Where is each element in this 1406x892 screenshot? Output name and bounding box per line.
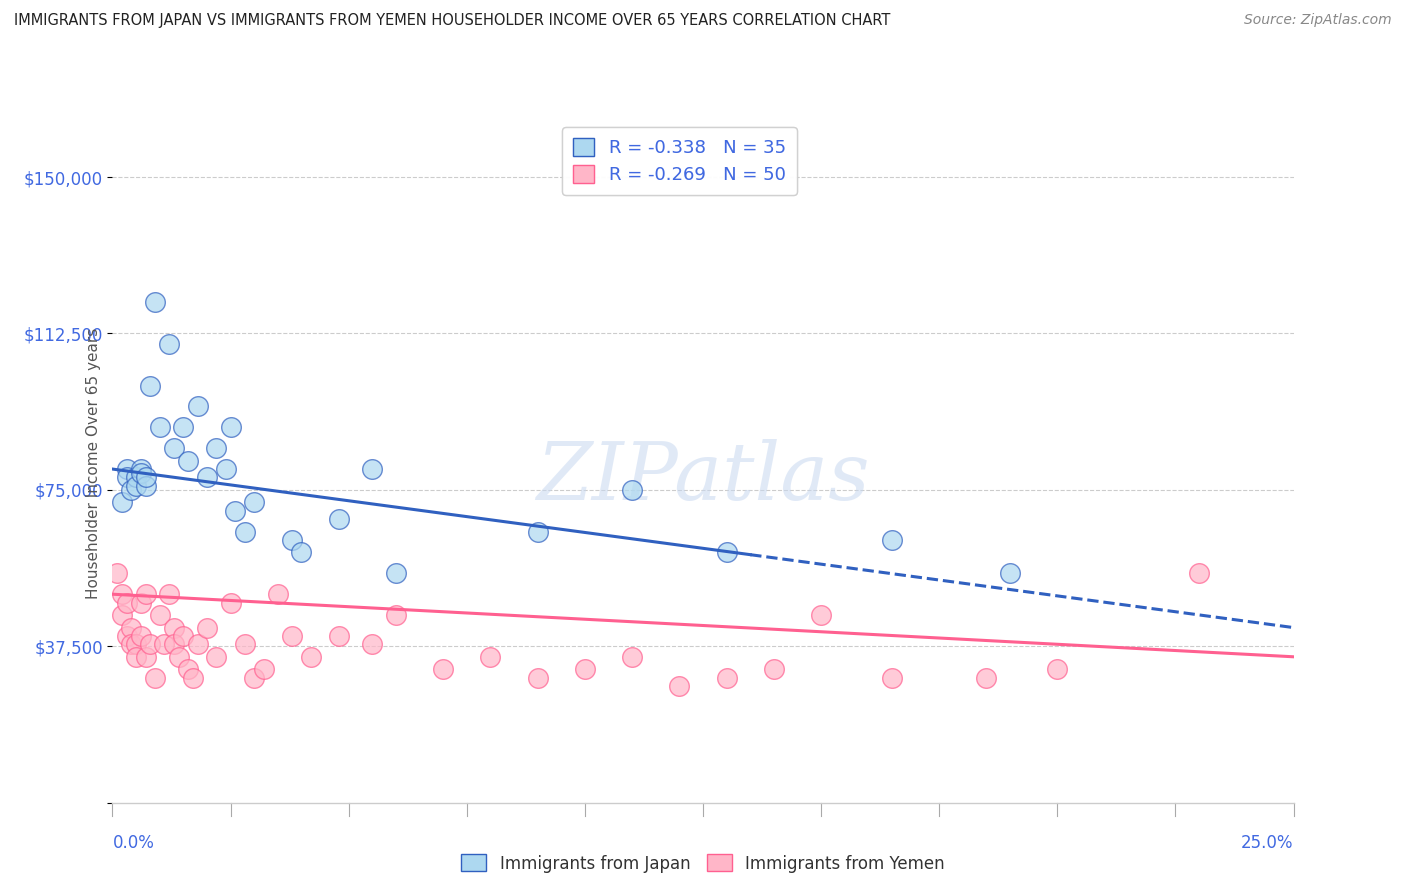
Point (105, 566, 128, 581)
Point (125, 470, 148, 484)
Point (163, 637, 186, 651)
Point (328, 629, 350, 643)
Point (149, 420, 172, 434)
Point (385, 566, 408, 581)
Point (129, 629, 152, 643)
Point (115, 596, 138, 610)
Point (115, 462, 138, 476)
Legend: R = -0.338   N = 35, R = -0.269   N = 50: R = -0.338 N = 35, R = -0.269 N = 50 (562, 128, 797, 194)
Point (195, 470, 218, 484)
Point (167, 649, 190, 664)
Point (195, 621, 218, 635)
Point (621, 483, 644, 497)
Point (526, 671, 548, 685)
Point (120, 637, 142, 651)
Point (205, 649, 228, 664)
Point (129, 467, 152, 481)
Point (143, 295, 166, 310)
Point (111, 587, 134, 601)
Point (135, 649, 157, 664)
Point (385, 608, 408, 623)
Point (1046, 662, 1069, 676)
Text: 0.0%: 0.0% (112, 834, 155, 852)
Point (172, 420, 194, 434)
Point (172, 629, 194, 643)
Point (139, 637, 162, 651)
Point (716, 671, 738, 685)
Point (998, 566, 1021, 581)
Point (163, 621, 186, 635)
Point (135, 587, 157, 601)
Point (526, 524, 548, 539)
Point (120, 483, 142, 497)
Text: ZIPatlas: ZIPatlas (536, 439, 870, 516)
Point (281, 629, 304, 643)
Point (111, 608, 134, 623)
Point (125, 637, 148, 651)
Point (299, 649, 322, 664)
Point (157, 337, 180, 351)
Point (243, 671, 266, 685)
Point (243, 495, 266, 509)
Point (880, 671, 903, 685)
Point (115, 470, 138, 484)
Point (432, 662, 454, 676)
Point (574, 662, 596, 676)
Point (163, 441, 186, 455)
Point (186, 400, 208, 414)
Point (125, 649, 148, 664)
Point (153, 637, 176, 651)
Y-axis label: Householder Income Over 65 years: Householder Income Over 65 years (86, 328, 101, 599)
Point (143, 671, 166, 685)
Point (129, 596, 152, 610)
Point (177, 662, 200, 676)
Point (219, 596, 242, 610)
Point (880, 533, 903, 547)
Point (186, 637, 208, 651)
Point (976, 671, 998, 685)
Point (328, 512, 350, 526)
Point (233, 637, 256, 651)
Text: IMMIGRANTS FROM JAPAN VS IMMIGRANTS FROM YEMEN HOUSEHOLDER INCOME OVER 65 YEARS : IMMIGRANTS FROM JAPAN VS IMMIGRANTS FROM… (14, 13, 890, 29)
Point (1188, 566, 1211, 581)
Point (125, 479, 148, 493)
Text: 25.0%: 25.0% (1241, 834, 1294, 852)
Point (219, 420, 242, 434)
Point (205, 441, 228, 455)
Text: Source: ZipAtlas.com: Source: ZipAtlas.com (1244, 13, 1392, 28)
Point (181, 671, 204, 685)
Point (716, 545, 738, 559)
Point (361, 637, 384, 651)
Point (111, 495, 134, 509)
Point (621, 649, 644, 664)
Point (281, 533, 304, 547)
Point (149, 608, 172, 623)
Point (129, 462, 152, 476)
Point (120, 621, 142, 635)
Point (177, 453, 200, 467)
Point (290, 545, 312, 559)
Point (115, 629, 138, 643)
Point (253, 662, 276, 676)
Point (135, 470, 157, 484)
Point (139, 378, 162, 392)
Point (668, 679, 690, 693)
Point (224, 504, 246, 518)
Legend: Immigrants from Japan, Immigrants from Yemen: Immigrants from Japan, Immigrants from Y… (454, 847, 952, 880)
Point (267, 587, 290, 601)
Point (233, 524, 256, 539)
Point (762, 662, 785, 676)
Point (157, 587, 180, 601)
Point (810, 608, 832, 623)
Point (215, 462, 238, 476)
Point (479, 649, 502, 664)
Point (135, 479, 157, 493)
Point (361, 462, 384, 476)
